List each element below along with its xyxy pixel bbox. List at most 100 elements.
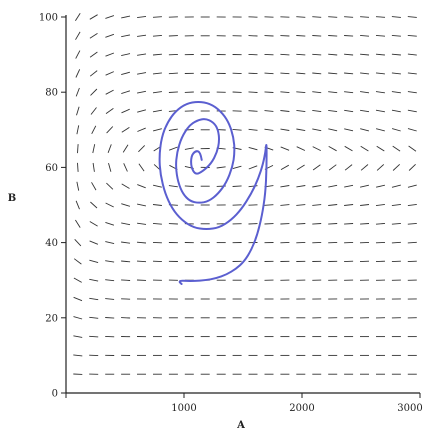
field-mark — [329, 165, 336, 170]
field-mark — [360, 54, 369, 55]
field-mark — [408, 54, 417, 55]
field-mark — [360, 205, 369, 206]
field-mark — [249, 129, 258, 130]
field-mark — [344, 205, 353, 206]
field-mark — [392, 110, 401, 112]
field-mark — [360, 110, 369, 111]
field-mark — [89, 260, 98, 262]
field-mark — [105, 261, 114, 262]
field-mark — [93, 163, 94, 172]
field-mark — [344, 110, 353, 111]
field-mark — [360, 35, 369, 36]
field-mark — [328, 110, 337, 111]
field-mark — [377, 146, 385, 151]
field-mark — [345, 165, 352, 171]
field-mark — [312, 110, 321, 111]
field-mark — [76, 32, 81, 40]
field-mark — [344, 73, 353, 74]
field-mark — [376, 17, 385, 18]
field-mark — [280, 92, 289, 93]
field-mark — [297, 147, 305, 151]
field-mark — [92, 182, 97, 190]
field-mark — [185, 186, 194, 187]
field-mark — [376, 73, 385, 74]
field-mark — [344, 36, 353, 37]
field-mark — [76, 201, 79, 209]
field-mark — [77, 107, 80, 116]
field-mark — [90, 202, 97, 208]
field-mark — [360, 73, 369, 74]
field-mark — [280, 54, 289, 55]
field-mark — [312, 224, 321, 225]
field-mark — [328, 205, 337, 206]
field-mark — [89, 279, 98, 281]
field-mark — [312, 185, 321, 187]
field-mark — [105, 318, 114, 319]
field-mark — [137, 16, 146, 17]
field-mark — [137, 223, 146, 224]
field-mark — [105, 34, 114, 37]
field-mark — [265, 205, 274, 206]
x-tick-label: 1000 — [171, 403, 196, 414]
field-mark — [76, 69, 80, 77]
field-mark — [392, 35, 401, 36]
field-mark — [328, 54, 337, 55]
field-mark — [121, 223, 130, 225]
field-mark — [376, 54, 385, 55]
field-mark — [313, 147, 321, 151]
field-mark — [137, 261, 146, 262]
y-tick-label: 100 — [39, 13, 58, 24]
field-mark — [344, 54, 353, 55]
field-mark — [108, 144, 111, 152]
field-mark — [249, 92, 258, 93]
field-mark — [408, 17, 417, 18]
field-mark — [360, 17, 369, 18]
field-mark — [361, 165, 368, 171]
y-tick-label: 20 — [45, 313, 58, 324]
field-mark — [408, 223, 417, 224]
field-mark — [77, 182, 79, 191]
field-mark — [376, 92, 385, 93]
field-mark — [392, 204, 401, 205]
field-mark — [75, 220, 80, 228]
field-mark — [281, 147, 289, 150]
field-mark — [92, 126, 96, 134]
field-mark — [90, 71, 97, 77]
field-mark — [408, 92, 417, 93]
field-mark — [376, 110, 385, 112]
field-mark — [296, 73, 305, 74]
field-mark — [360, 224, 369, 225]
field-mark — [124, 163, 128, 171]
field-mark — [121, 91, 130, 94]
field-mark — [344, 224, 353, 225]
field-mark — [106, 108, 113, 113]
field-mark — [393, 146, 400, 151]
field-mark — [376, 223, 385, 224]
field-mark — [185, 148, 194, 150]
field-mark — [153, 205, 162, 206]
field-mark — [169, 186, 178, 187]
field-mark — [75, 13, 80, 21]
field-mark — [105, 222, 114, 225]
field-mark — [328, 129, 337, 131]
field-mark — [392, 185, 401, 187]
field-mark — [233, 166, 242, 168]
field-mark — [169, 147, 177, 150]
field-mark — [392, 223, 401, 224]
field-mark — [91, 108, 97, 115]
field-mark — [153, 54, 162, 55]
field-mark — [344, 92, 353, 93]
field-mark — [169, 73, 178, 74]
field-mark — [408, 110, 417, 112]
field-mark — [312, 36, 321, 37]
y-tick-label: 80 — [45, 88, 58, 99]
field-mark — [139, 164, 144, 171]
field-mark — [137, 54, 146, 55]
field-mark — [153, 223, 162, 224]
field-mark — [265, 111, 274, 112]
field-mark — [105, 16, 114, 19]
field-mark — [107, 127, 113, 134]
field-mark — [153, 185, 162, 187]
